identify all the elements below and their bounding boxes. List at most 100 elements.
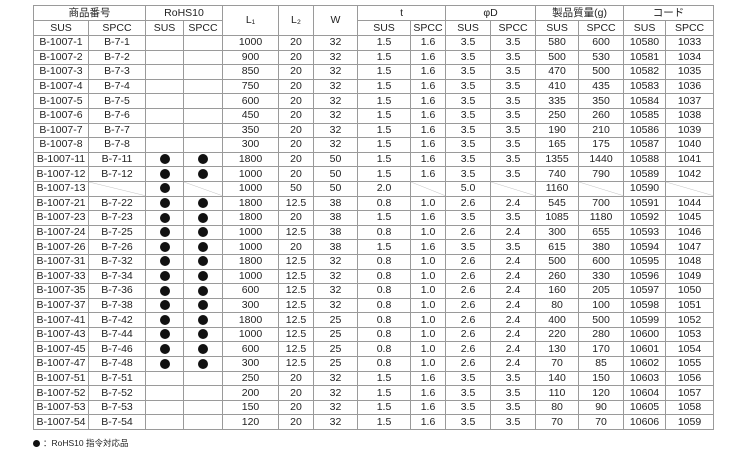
cell-spcc-product-no: B-7-7 (88, 122, 146, 139)
cell-t-spcc: 1.6 (410, 151, 447, 168)
cell-rohs-sus (145, 253, 184, 270)
cell-phid-sus: 3.5 (445, 93, 492, 109)
subheader-spcc: SPCC (88, 20, 146, 36)
cell-sus-product-no: B-1007-26 (33, 239, 89, 255)
cell-code-sus: 10586 (623, 122, 667, 139)
cell-mass-spcc: 70 (578, 414, 625, 431)
cell-code-sus: 10605 (623, 399, 667, 416)
cell-mass-sus: 740 (535, 166, 580, 182)
cell-rohs-spcc (182, 356, 224, 372)
cell-l1: 450 (222, 107, 280, 124)
table-row: B-1007-45 B-7-46 600 12.5 25 0.8 1.0 2.6 2.4 130 1… (33, 341, 715, 358)
cell-rohs-sus (145, 137, 184, 153)
cell-phid-spcc: 3.5 (490, 239, 537, 255)
rohs-dot-icon (159, 168, 170, 179)
cell-sus-product-no: B-1007-52 (33, 385, 89, 401)
cell-w: 32 (313, 283, 359, 299)
cell-t-sus: 1.5 (357, 122, 412, 139)
cell-code-spcc: 1051 (665, 297, 715, 314)
cell-spcc-product-no: B-7-3 (88, 64, 146, 80)
cell-phid-sus: 2.6 (445, 356, 492, 372)
cell-code-spcc: 1042 (665, 166, 715, 182)
rohs-dot-icon (159, 212, 170, 223)
cell-code-spcc: 1035 (665, 64, 715, 80)
rohs-dot-icon (159, 300, 170, 311)
cell-mass-spcc: 150 (578, 370, 625, 387)
rohs-dot-icon (159, 227, 170, 238)
cell-spcc-product-no: B-7-38 (88, 297, 146, 314)
cell-w: 50 (313, 166, 359, 182)
table-row: B-1007-13 1000 50 50 2.0 5.0 1160 10590 (33, 180, 715, 197)
cell-mass-spcc: 500 (578, 312, 625, 328)
cell-t-spcc: 1.0 (410, 253, 447, 270)
cell-code-spcc: 1056 (665, 370, 715, 387)
header-product-no: 商品番号 (33, 5, 146, 21)
cell-mass-sus: 400 (535, 312, 580, 328)
cell-rohs-sus (145, 224, 184, 241)
cell-spcc-product-no: B-7-52 (88, 385, 146, 401)
cell-spcc-product-no: B-7-1 (88, 35, 146, 51)
subheader-spcc: SPCC (665, 20, 715, 36)
header-w: W (313, 5, 359, 36)
header-code: コード (623, 5, 715, 21)
cell-rohs-sus (145, 93, 184, 109)
table-row: B-1007-41 B-7-42 1800 12.5 25 0.8 1.0 2.6 2.4 400… (33, 312, 715, 328)
cell-w: 32 (313, 137, 359, 153)
cell-t-spcc: 1.6 (410, 93, 447, 109)
cell-l1: 250 (222, 370, 280, 387)
cell-sus-product-no: B-1007-51 (33, 370, 89, 387)
cell-t-spcc: 1.6 (410, 107, 447, 124)
cell-phid-sus: 3.5 (445, 151, 492, 168)
cell-mass-sus: 500 (535, 253, 580, 270)
cell-l1: 1800 (222, 253, 280, 270)
cell-rohs-spcc (182, 49, 224, 66)
cell-phid-sus: 3.5 (445, 49, 492, 66)
cell-phid-spcc: 2.4 (490, 297, 537, 314)
rohs-dot-icon (198, 285, 208, 296)
cell-rohs-sus (145, 414, 184, 431)
cell-phid-spcc: 2.4 (490, 341, 537, 358)
cell-t-spcc: 1.6 (410, 166, 447, 182)
cell-code-spcc: 1047 (665, 239, 715, 255)
cell-code-spcc: 1036 (665, 78, 715, 95)
cell-w: 32 (313, 414, 359, 431)
cell-mass-sus: 410 (535, 78, 580, 95)
cell-l2: 20 (278, 107, 315, 124)
cell-l1: 120 (222, 414, 280, 431)
table-row: B-1007-26 B-7-26 1000 20 38 1.5 1.6 3.5 3.5 615 38… (33, 239, 715, 255)
rohs-dot-icon (198, 198, 208, 209)
cell-mass-spcc: 790 (578, 166, 625, 182)
cell-code-sus: 10599 (623, 312, 667, 328)
cell-t-sus: 1.5 (357, 166, 412, 182)
cell-w: 32 (313, 253, 359, 270)
footnote: ：RoHS10 指令対応品 (33, 437, 129, 449)
cell-mass-spcc: 280 (578, 326, 625, 343)
cell-rohs-sus (145, 312, 184, 328)
cell-spcc-product-no: B-7-8 (88, 137, 146, 153)
cell-code-sus: 10604 (623, 385, 667, 401)
footnote-text: ：RoHS10 指令対応品 (43, 438, 129, 448)
cell-phid-spcc: 3.5 (490, 137, 537, 153)
cell-code-sus: 10588 (623, 151, 667, 168)
cell-l1: 900 (222, 49, 280, 66)
cell-rohs-sus (145, 78, 184, 95)
cell-phid-sus: 3.5 (445, 370, 492, 387)
cell-code-sus: 10587 (623, 137, 667, 153)
cell-spcc-product-no: B-7-54 (88, 414, 146, 431)
cell-mass-spcc: 500 (578, 64, 625, 80)
cell-phid-spcc: 3.5 (490, 151, 537, 168)
cell-t-spcc: 1.0 (410, 326, 447, 343)
cell-l1: 1800 (222, 195, 280, 212)
cell-w: 32 (313, 64, 359, 80)
cell-mass-spcc: 120 (578, 385, 625, 401)
cell-sus-product-no: B-1007-37 (33, 297, 89, 314)
cell-sus-product-no: B-1007-53 (33, 399, 89, 416)
cell-rohs-sus (145, 239, 184, 255)
cell-rohs-spcc (182, 107, 224, 124)
cell-l1: 1800 (222, 312, 280, 328)
cell-t-sus: 1.5 (357, 414, 412, 431)
cell-spcc-product-no: B-7-5 (88, 93, 146, 109)
cell-mass-spcc: 85 (578, 356, 625, 372)
cell-phid-spcc: 2.4 (490, 195, 537, 212)
cell-phid-spcc: 3.5 (490, 370, 537, 387)
